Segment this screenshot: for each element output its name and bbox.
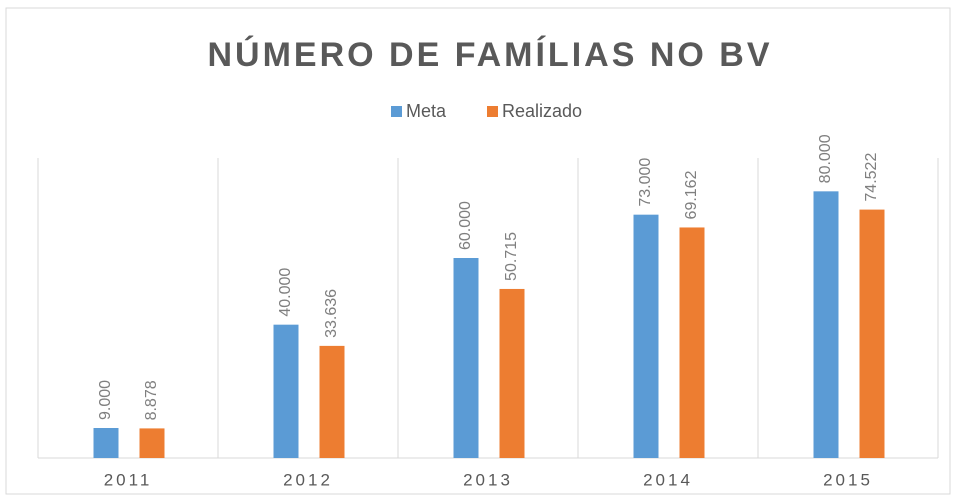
legend-label: Meta xyxy=(406,101,447,121)
bar xyxy=(319,345,345,458)
data-label: 69.162 xyxy=(683,170,700,219)
data-label: 74.522 xyxy=(863,153,880,202)
bar xyxy=(813,191,839,459)
data-label: 9.000 xyxy=(97,380,114,420)
bar xyxy=(679,227,705,458)
bar xyxy=(453,258,479,458)
chart-title: NÚMERO DE FAMÍLIAS NO BV xyxy=(207,36,772,74)
legend-swatch xyxy=(391,106,402,117)
legend-swatch xyxy=(487,106,498,117)
data-label: 8.878 xyxy=(143,380,160,420)
data-label: 33.636 xyxy=(323,289,340,338)
data-label: 50.715 xyxy=(503,232,520,281)
x-tick-label: 2011 xyxy=(104,470,153,489)
data-label: 60.000 xyxy=(457,201,474,250)
x-tick-label: 2015 xyxy=(823,470,873,489)
data-label: 40.000 xyxy=(277,268,294,317)
x-tick-label: 2013 xyxy=(463,470,513,489)
bar xyxy=(859,209,885,458)
bar xyxy=(499,288,525,458)
data-label: 73.000 xyxy=(637,158,654,207)
legend-label: Realizado xyxy=(502,101,582,121)
data-label: 80.000 xyxy=(817,134,834,183)
x-tick-label: 2012 xyxy=(283,470,333,489)
bar xyxy=(139,428,165,458)
bar xyxy=(273,324,299,458)
bar xyxy=(633,214,659,458)
bar xyxy=(93,428,119,458)
x-tick-label: 2014 xyxy=(643,470,693,489)
